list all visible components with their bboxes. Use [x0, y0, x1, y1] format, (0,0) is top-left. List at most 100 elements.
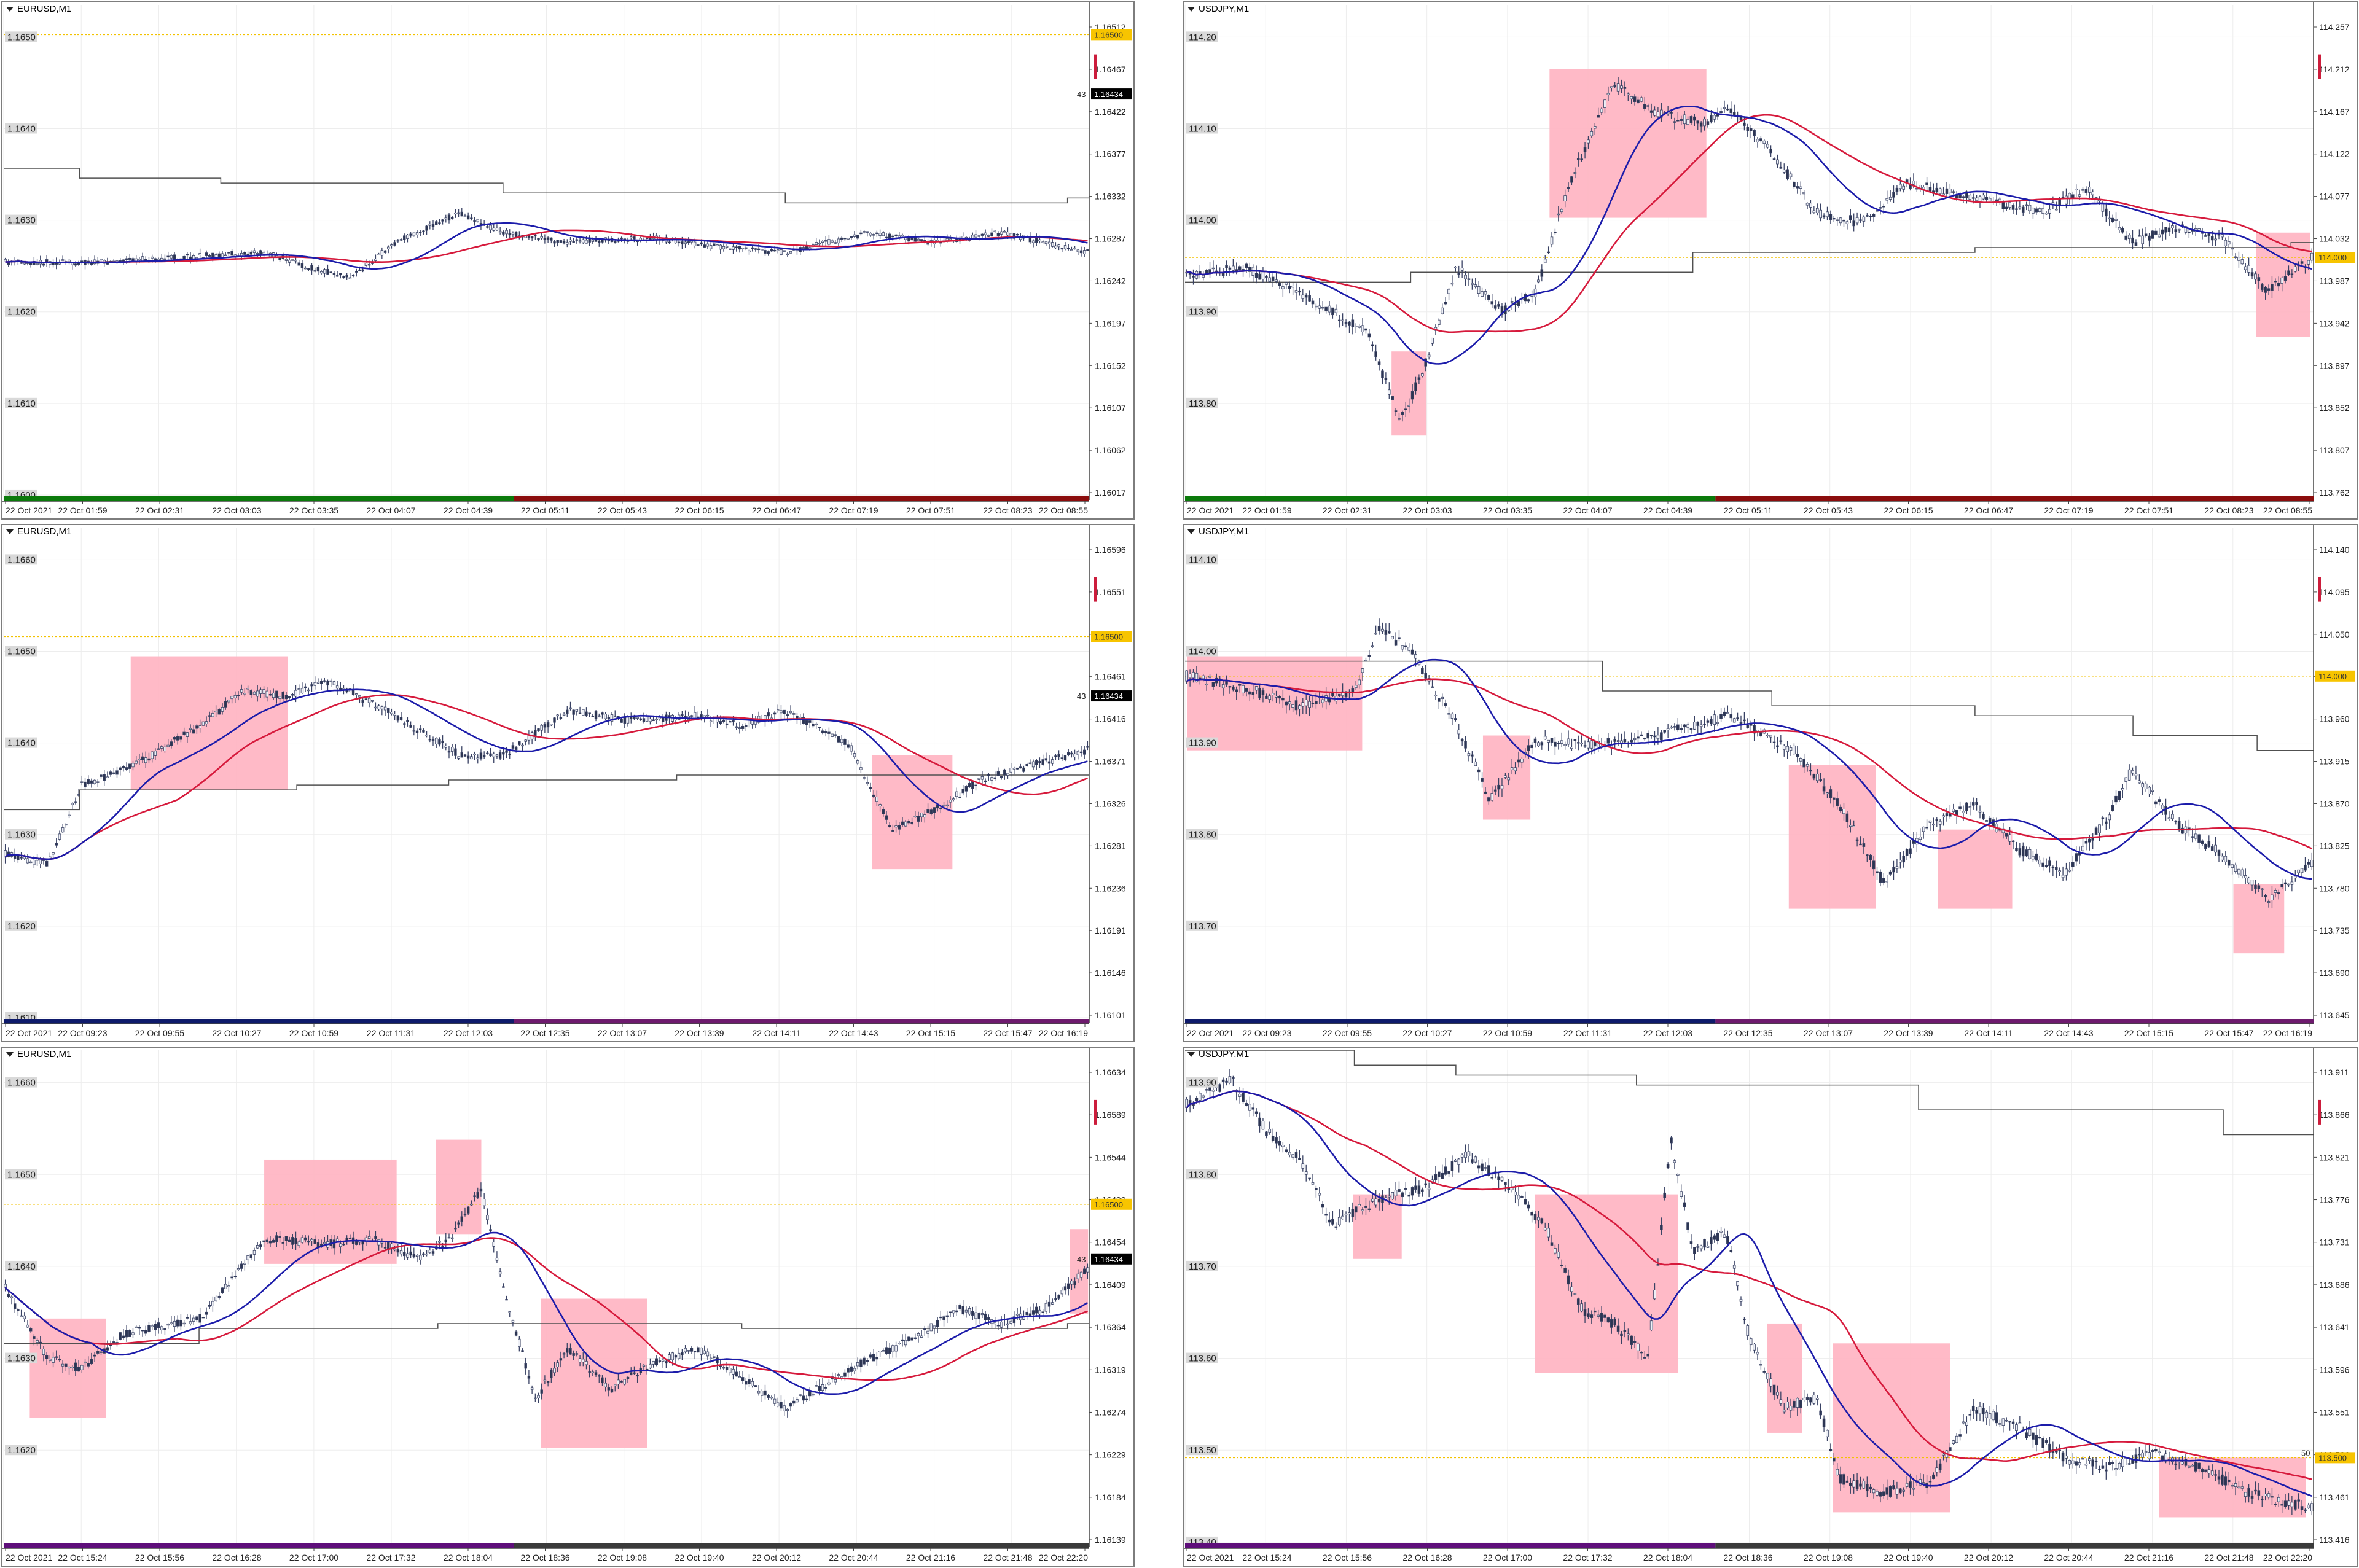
candle-body [566, 709, 569, 714]
price-chart[interactable]: 1.16601.16501.16401.16301.16201.16101.16… [2, 525, 1133, 1041]
alert-price-badge[interactable] [2315, 670, 2355, 682]
collapse-triangle-icon[interactable] [6, 1052, 14, 1058]
candle-body [374, 1236, 377, 1239]
candle-body [878, 1351, 882, 1352]
candle-body [2101, 1465, 2105, 1469]
candle-body [511, 745, 515, 749]
collapse-triangle-icon[interactable] [1187, 529, 1195, 535]
candle-body [735, 726, 738, 728]
candle-body [955, 1310, 958, 1313]
collapse-triangle-icon[interactable] [1187, 1052, 1195, 1058]
highlight-zone[interactable] [436, 1139, 482, 1235]
candle-body [87, 1363, 90, 1367]
session-strip-b [514, 1019, 1089, 1024]
alert-price-badge[interactable] [2315, 252, 2355, 263]
candle-body [262, 689, 265, 694]
highlight-zone[interactable] [1833, 1343, 1950, 1513]
candle-body [224, 254, 227, 257]
highlight-zone[interactable] [130, 656, 288, 790]
price-level-tag-bg [5, 829, 37, 840]
price-axis-label: 113.416 [2319, 1535, 2350, 1545]
candle-body [303, 686, 307, 688]
highlight-zone[interactable] [1535, 1194, 1678, 1373]
candle-body [205, 721, 208, 724]
highlight-zone[interactable] [29, 1318, 106, 1418]
candle-body [1656, 1264, 1660, 1266]
alert-price-badge[interactable] [1091, 1198, 1132, 1210]
candle-body [1819, 209, 1822, 219]
candle-body [182, 1322, 186, 1325]
candle-body [128, 763, 131, 769]
collapse-triangle-icon[interactable] [1187, 7, 1195, 12]
candle-body [1623, 87, 1627, 89]
alert-price-badge[interactable] [2315, 1452, 2355, 1464]
candle-body [17, 1309, 20, 1311]
candle-body [1051, 1302, 1054, 1305]
highlight-zone[interactable] [2233, 884, 2285, 954]
candle-body [2038, 859, 2041, 865]
candle-body [1304, 1171, 1308, 1175]
candle-body [1958, 806, 1962, 809]
candle-body [748, 1379, 751, 1384]
price-chart[interactable]: 1.16501.16401.16301.16201.16101.16001.16… [2, 2, 1133, 518]
candle-body [591, 240, 595, 242]
highlight-zone[interactable] [1187, 656, 1363, 751]
candle-body [2094, 827, 2098, 835]
candle-body [61, 259, 65, 261]
candle-body [243, 252, 246, 255]
candle-body [1195, 673, 1199, 682]
collapse-triangle-icon[interactable] [6, 529, 14, 535]
candle-body [1012, 233, 1016, 239]
chart-pane-eurusd-1[interactable]: EURUSD,M1 1.1650 1.1640 1.1630 1.1620 1.1610… [1, 1, 1135, 520]
price-chart[interactable]: 114.10114.00113.90113.80113.70114.140114… [1184, 525, 2357, 1041]
collapse-triangle-icon[interactable] [6, 7, 14, 12]
alert-price-badge[interactable] [1091, 631, 1132, 642]
axis-marker [2318, 577, 2321, 602]
chart-pane-usdjpy-3[interactable]: USDJPY,M1 113.90 113.80 113.70 113.60 113.50… [1183, 1047, 2358, 1567]
candle-body [996, 1325, 1000, 1327]
highlight-zone[interactable] [1482, 735, 1531, 820]
highlight-zone[interactable] [1391, 351, 1427, 436]
candle-body [189, 1321, 192, 1324]
chart-pane-eurusd-3[interactable]: EURUSD,M1 1.1660 1.1650 1.1640 1.1630 1.1620… [1, 1047, 1135, 1567]
candle-body [1723, 711, 1726, 716]
time-axis-label: 22 Oct 16:19 [2263, 1028, 2312, 1038]
price-chart[interactable]: 1.16601.16501.16401.16301.16201.166341.1… [2, 1048, 1133, 1566]
price-axis-label: 113.960 [2319, 714, 2350, 724]
candle-body [65, 824, 68, 826]
candle-body [1673, 1160, 1676, 1163]
candle-body [2061, 1452, 2065, 1462]
time-axis-label: 22 Oct 2021 [6, 1028, 52, 1038]
candle-body [1003, 769, 1006, 776]
highlight-zone[interactable] [264, 1159, 397, 1264]
candle-body [1467, 278, 1471, 280]
candle-body [428, 1250, 432, 1254]
candle-body [151, 751, 154, 759]
highlight-zone[interactable] [1549, 69, 1707, 218]
alert-price-badge[interactable] [1091, 29, 1132, 41]
highlight-zone[interactable] [1767, 1323, 1802, 1433]
session-strip-b [1715, 1543, 2314, 1548]
highlight-zone[interactable] [1938, 829, 2013, 909]
candle-body [1497, 784, 1500, 790]
session-strip-a [1185, 1543, 1716, 1548]
candle-body [1086, 1267, 1089, 1273]
chart-pane-eurusd-2[interactable]: EURUSD,M1 1.1660 1.1650 1.1640 1.1630 1.1620… [1, 524, 1135, 1042]
highlight-zone[interactable] [872, 755, 953, 870]
time-axis-label: 22 Oct 06:15 [1884, 505, 1933, 515]
chart-pane-usdjpy-1[interactable]: USDJPY,M1 114.20 114.10 114.00 113.90 113.80… [1183, 1, 2358, 520]
candle-body [1952, 191, 1955, 193]
candle-body [348, 277, 352, 279]
candle-body [2227, 241, 2231, 245]
candle-body [227, 252, 230, 254]
highlight-zone[interactable] [1353, 1194, 1402, 1259]
chart-pane-usdjpy-2[interactable]: USDJPY,M1 114.10 114.00 113.90 113.80 113.70… [1183, 524, 2358, 1042]
price-chart[interactable]: 113.90113.80113.70113.60113.50113.40113.… [1184, 1048, 2357, 1566]
candle-body [173, 254, 176, 260]
price-chart[interactable]: 114.20114.10114.00113.90113.80114.257114… [1184, 2, 2357, 518]
highlight-zone[interactable] [1788, 765, 1876, 909]
candle-body [1070, 249, 1073, 251]
candle-body [514, 1331, 518, 1336]
candle-body [518, 1338, 521, 1348]
ma-fast-line [5, 222, 1088, 270]
